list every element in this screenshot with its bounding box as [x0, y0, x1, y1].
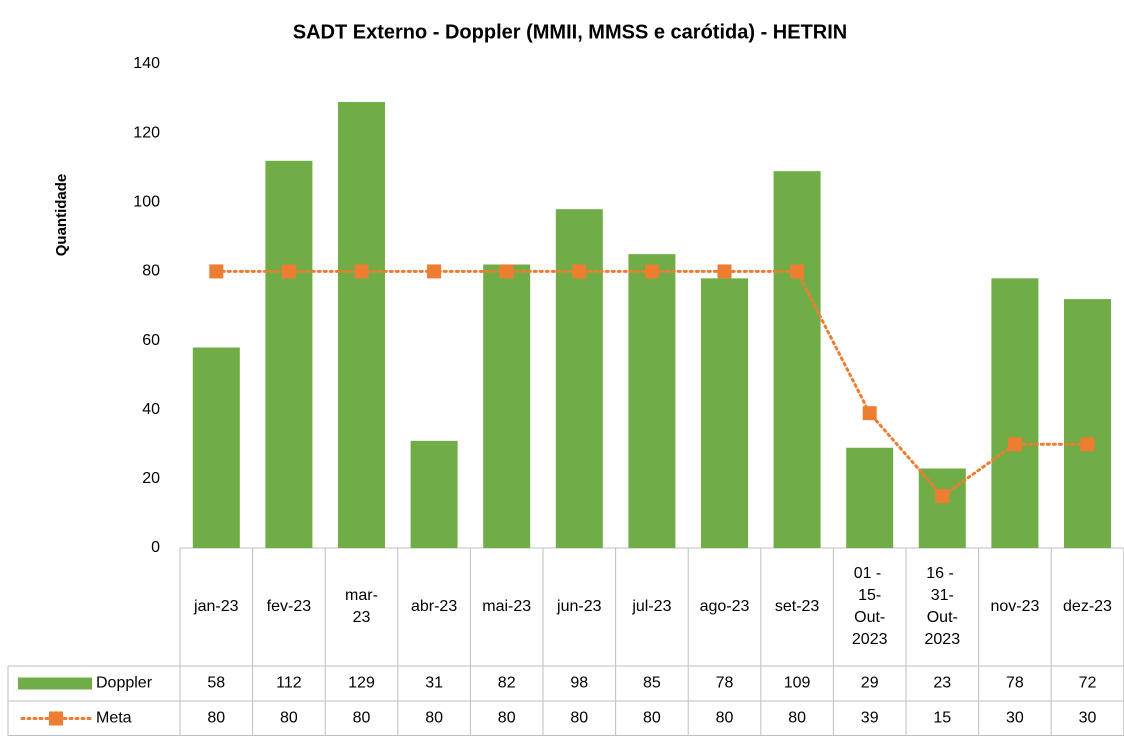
table-value: 80 [498, 710, 516, 727]
table-value: 80 [280, 710, 298, 727]
x-tick-label: jan-23 [193, 598, 239, 615]
table-value: 82 [498, 675, 516, 692]
y-tick-label: 120 [133, 124, 160, 141]
table-value: 72 [1079, 675, 1097, 692]
y-tick-label: 20 [142, 470, 160, 487]
marker [790, 264, 805, 279]
x-tick-label: 16 - 31-Out-2023 [925, 565, 961, 648]
chart-title: SADT Externo - Doppler (MMII, MMSS e car… [293, 21, 847, 43]
legend-label: Meta [96, 710, 132, 727]
bar [410, 440, 458, 548]
legend-label: Doppler [96, 675, 153, 692]
bar [338, 102, 385, 549]
bar [1064, 299, 1111, 548]
x-tick-label: mar-23 [345, 587, 378, 626]
x-tick-label: set-23 [775, 598, 820, 615]
table-value: 112 [276, 675, 302, 692]
legend-marker [49, 711, 63, 726]
bar [918, 468, 966, 548]
marker [354, 264, 369, 279]
y-tick-label: 140 [133, 55, 160, 72]
table-value: 30 [1079, 710, 1097, 727]
table-value: 58 [207, 675, 225, 692]
x-tick-label: 01 - 15-Out-2023 [852, 565, 888, 648]
table-value: 78 [1006, 675, 1024, 692]
marker [427, 264, 442, 279]
table-value: 29 [861, 675, 879, 692]
x-tick-label: dez-23 [1063, 598, 1112, 615]
marker [572, 264, 587, 279]
marker [281, 264, 296, 279]
y-axis-label: Quantidade [53, 174, 70, 257]
bar [701, 278, 748, 548]
table-value: 80 [353, 710, 371, 727]
x-tick-label: fev-23 [267, 598, 312, 615]
table-value: 98 [570, 675, 588, 692]
bar [192, 347, 240, 548]
marker [1080, 437, 1095, 452]
x-tick-label: abr-23 [411, 598, 457, 615]
x-tick-label: jul-23 [631, 598, 671, 615]
table-value: 80 [207, 710, 225, 727]
table-value: 80 [788, 710, 806, 727]
table-value: 85 [643, 675, 661, 692]
table-value: 80 [425, 710, 443, 727]
legend-swatch [18, 677, 92, 690]
y-tick-label: 60 [142, 332, 160, 349]
bar [991, 278, 1039, 548]
bar [265, 160, 313, 549]
x-tick-label: mai-23 [482, 598, 531, 615]
marker [644, 264, 659, 279]
y-tick-label: 0 [151, 539, 160, 556]
table-value: 39 [861, 710, 879, 727]
marker [862, 406, 877, 421]
bar [555, 209, 603, 548]
table-value: 109 [784, 675, 811, 692]
table-value: 129 [348, 675, 375, 692]
marker [717, 264, 732, 279]
table-value: 30 [1006, 710, 1024, 727]
table-value: 23 [933, 675, 951, 692]
marker [935, 489, 950, 504]
table-value: 78 [716, 675, 734, 692]
y-tick-label: 100 [133, 194, 160, 211]
table-value: 31 [425, 675, 443, 692]
marker [1007, 437, 1022, 452]
table-value: 15 [933, 710, 951, 727]
x-tick-label: nov-23 [990, 598, 1039, 615]
y-tick-label: 80 [142, 263, 160, 280]
x-tick-label: jun-23 [556, 598, 602, 615]
table-value: 80 [716, 710, 734, 727]
bar [628, 254, 676, 548]
table-value: 80 [643, 710, 661, 727]
x-tick-label: ago-23 [700, 598, 750, 615]
table-value: 80 [570, 710, 588, 727]
marker [209, 264, 224, 279]
bar [773, 171, 821, 548]
y-tick-label: 40 [142, 401, 160, 418]
bar [483, 264, 531, 548]
marker [499, 264, 514, 279]
bar [846, 447, 894, 548]
